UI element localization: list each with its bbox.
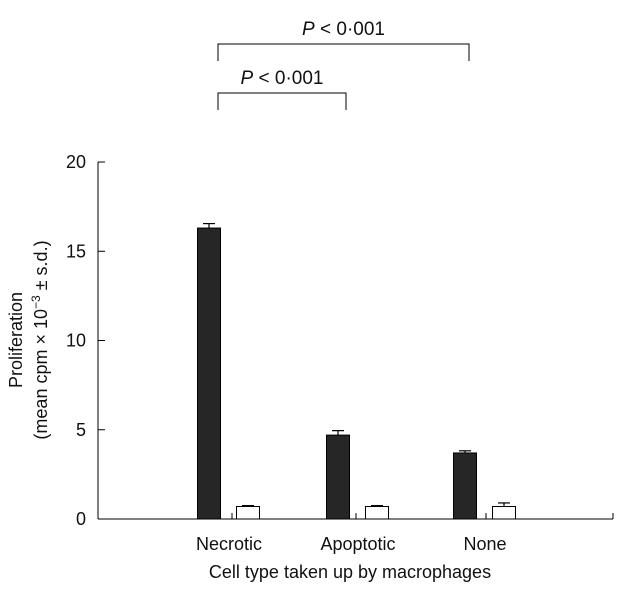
y-axis-label-suffix: ± s.d.) <box>31 240 51 295</box>
y-axis-label: Proliferation (mean cpm × 10−3 ± s.d.) <box>6 240 51 439</box>
bar <box>492 506 516 520</box>
y-tick-label: 0 <box>76 509 86 529</box>
y-axis-label-superscript: −3 <box>29 295 43 309</box>
y-ticks: 0 5 10 15 20 <box>66 152 105 529</box>
bar <box>236 506 260 520</box>
bar-group-necrotic: Necrotic <box>196 222 262 554</box>
p-symbol: P <box>241 68 254 89</box>
x-tick-label: Apoptotic <box>320 534 395 554</box>
x-tick-label: Necrotic <box>196 534 262 554</box>
x-axis-label: Cell type taken up by macrophages <box>209 562 491 582</box>
y-axis-label-prefix: (mean cpm × 10 <box>31 309 51 440</box>
significance-label: P < 0·001 <box>241 68 324 89</box>
significance-bracket: P < 0·001 <box>217 68 347 110</box>
x-tick-label: None <box>463 534 506 554</box>
bar-group-apoptotic: Apoptotic <box>320 430 396 554</box>
y-tick-label: 20 <box>66 152 86 172</box>
p-value: < 0·001 <box>315 19 385 40</box>
bar <box>326 434 350 520</box>
p-value: < 0·001 <box>253 68 323 89</box>
y-axis-label-line2: (mean cpm × 10−3 ± s.d.) <box>29 240 51 439</box>
y-tick-label: 15 <box>66 241 86 261</box>
significance-label: P < 0·001 <box>302 19 385 40</box>
axes <box>97 162 613 520</box>
bar <box>197 227 221 520</box>
y-tick-label: 5 <box>76 420 86 440</box>
bracket-line <box>217 43 470 61</box>
bracket-line <box>217 92 347 110</box>
y-axis-label-line1: Proliferation <box>6 292 26 388</box>
y-tick-label: 10 <box>66 331 86 351</box>
bar <box>453 452 477 520</box>
bars: Necrotic Apoptotic None <box>196 222 516 554</box>
significance-bracket: P < 0·001 <box>217 19 470 61</box>
x-ticks <box>231 513 614 519</box>
bar-group-none: None <box>453 450 516 554</box>
p-symbol: P <box>302 19 315 40</box>
bar <box>365 506 389 520</box>
